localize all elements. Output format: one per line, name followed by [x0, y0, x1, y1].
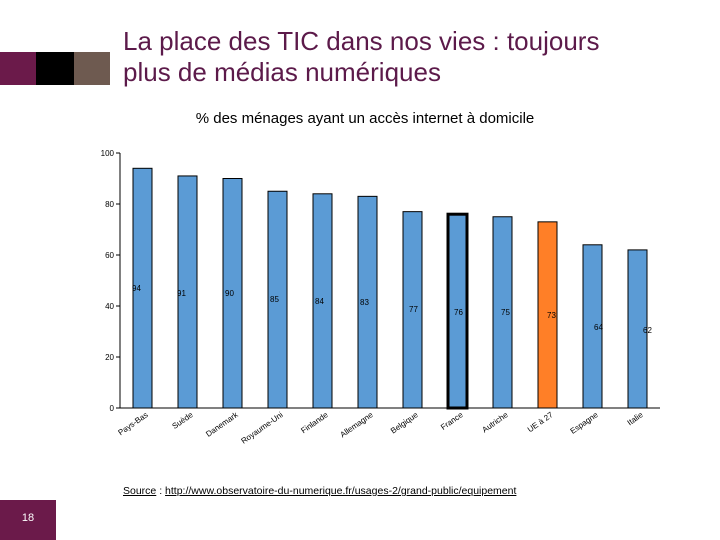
chart-title: % des ménages ayant un accès internet à … — [195, 110, 535, 127]
slide-title-line2: plus de médias numériques — [123, 57, 441, 87]
source-label: Source — [123, 485, 157, 497]
slide-title: La place des TIC dans nos vies : toujour… — [123, 26, 703, 88]
y-tick-label: 100 — [101, 149, 115, 158]
bar — [267, 190, 288, 409]
slide-title-line1: La place des TIC dans nos vies : toujour… — [123, 26, 600, 56]
title-accent-bar — [0, 52, 110, 85]
x-tick-label: Suède — [171, 410, 196, 431]
bar — [537, 221, 558, 409]
bar — [446, 212, 469, 410]
data-label: 77 — [409, 305, 418, 314]
bar — [132, 167, 153, 409]
data-label: 76 — [454, 308, 463, 317]
y-tick-label: 40 — [105, 302, 114, 311]
page-number: 18 — [21, 512, 35, 524]
x-tick-label: Pays-Bas — [116, 410, 149, 437]
x-tick-label: Allemagne — [339, 410, 376, 439]
x-tick-label: Royaume-Uni — [239, 410, 284, 446]
x-tick-label: Finlande — [299, 410, 330, 435]
x-tick-label: Autriche — [480, 410, 510, 435]
data-label: 75 — [501, 308, 510, 317]
x-tick-label: UE à 27 — [526, 410, 555, 434]
x-tick-label: Belgique — [389, 410, 420, 436]
data-label: 90 — [225, 289, 234, 298]
data-label: 85 — [270, 295, 279, 304]
accent-block-1 — [0, 52, 36, 85]
accent-block-3 — [74, 52, 110, 85]
bar — [582, 244, 603, 409]
x-tick-label: Danemark — [204, 410, 240, 439]
data-label: 91 — [177, 289, 186, 298]
x-tick-label: France — [439, 410, 465, 432]
data-label: 62 — [643, 326, 652, 335]
y-tick-label: 0 — [110, 404, 115, 413]
accent-block-2 — [36, 52, 74, 85]
bar — [492, 216, 513, 409]
data-label: 84 — [315, 297, 324, 306]
data-label: 73 — [547, 311, 556, 320]
bar — [177, 175, 198, 409]
x-tick-label: Italie — [626, 410, 645, 427]
page-number-box: 18 — [0, 500, 56, 540]
source-line: Source : http://www.observatoire-du-nume… — [123, 485, 516, 497]
bar — [627, 249, 648, 409]
bar — [402, 211, 423, 409]
y-tick-label: 60 — [105, 251, 114, 260]
y-tick-label: 20 — [105, 353, 114, 362]
data-label: 64 — [594, 323, 603, 332]
source-link[interactable]: http://www.observatoire-du-numerique.fr/… — [165, 485, 517, 497]
y-tick-label: 80 — [105, 200, 114, 209]
bar — [222, 178, 243, 409]
bar — [357, 195, 378, 409]
x-tick-label: Espagne — [569, 410, 600, 436]
data-label: 83 — [360, 298, 369, 307]
bar — [312, 193, 333, 409]
data-label: 94 — [132, 284, 141, 293]
source-separator: : — [156, 485, 166, 497]
